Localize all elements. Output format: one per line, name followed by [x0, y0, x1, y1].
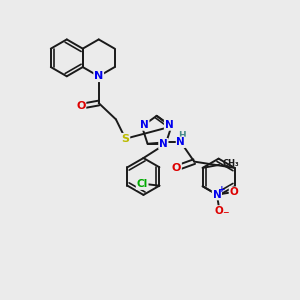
Text: N: N [165, 120, 173, 130]
Text: CH₃: CH₃ [223, 159, 239, 168]
Text: +: + [218, 185, 226, 194]
Text: O: O [76, 101, 86, 111]
Text: N: N [140, 120, 149, 130]
Text: N: N [94, 71, 103, 81]
Text: S: S [122, 134, 129, 144]
Text: N: N [212, 190, 221, 200]
Text: O: O [230, 187, 238, 197]
Text: N: N [176, 137, 185, 147]
Text: Cl: Cl [136, 179, 148, 189]
Text: O: O [172, 163, 181, 172]
Text: H: H [178, 131, 185, 140]
Text: O: O [215, 206, 224, 216]
Text: N: N [159, 139, 168, 149]
Text: ⁻: ⁻ [222, 209, 229, 222]
